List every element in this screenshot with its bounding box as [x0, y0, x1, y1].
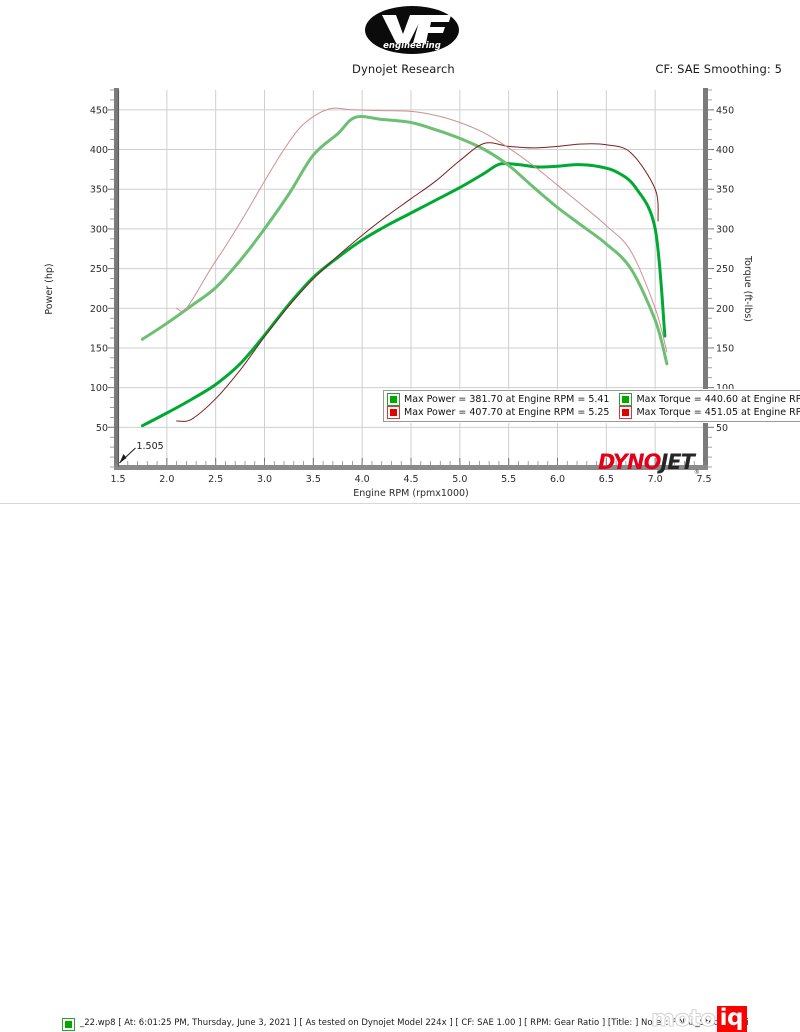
y-axis-title: Power (hp): [44, 263, 55, 314]
y-tick-label: 400: [90, 145, 108, 156]
y2-tick-label: 400: [716, 145, 734, 156]
motoiq-logo: moto iq: [651, 1006, 747, 1032]
chart-area: 1.505 1.5 2.0 2.5 3.0 3.5 4.0 4.5 5.0 5.5 6.0 6.5 7…: [0, 84, 800, 499]
status-bar: _22.wp8 [ At: 6:01:25 PM, Thursday, June…: [0, 503, 800, 1032]
correction-factor-label: CF: SAE Smoothing: 5: [655, 62, 782, 76]
x-tick-label: 3.5: [306, 474, 321, 485]
dynojet-logo-registered: ®: [693, 469, 700, 477]
x-tick-label: 7.0: [648, 474, 663, 485]
right-axis-spine: [703, 88, 708, 469]
max-values-legend[interactable]: Max Power = 381.70 at Engine RPM = 5.41 …: [383, 390, 800, 422]
y2-tick-label: 150: [716, 343, 734, 354]
vf-logo-subtext: engineering: [383, 41, 441, 51]
x-tick-label: 1.5: [110, 474, 125, 485]
legend-max-torque-red: Max Torque = 451.05 at Engine RPM = 3.66: [636, 407, 800, 418]
axis-ticks: [108, 89, 714, 468]
dyno-chart-page: engineering Dynojet Research CF: SAE Smo…: [0, 6, 800, 1032]
series-line-3: [176, 107, 668, 353]
dynojet-logo: DYNOJET®: [598, 450, 700, 483]
y2-tick-label: 200: [716, 304, 734, 315]
legend-max-torque-green: Max Torque = 440.60 at Engine RPM = 3.93: [636, 394, 800, 405]
y2-tick-label: 50: [716, 423, 728, 434]
x-axis-title: Engine RPM (rpmx1000): [353, 488, 469, 499]
motoiq-logo-moto: moto: [651, 1005, 717, 1032]
cursor-arrowhead: [119, 454, 127, 463]
dynojet-logo-jet: JET: [660, 450, 694, 474]
legend-row: Max Power = 381.70 at Engine RPM = 5.41 …: [387, 393, 800, 406]
y-tick-label: 250: [90, 264, 108, 275]
cursor-line[interactable]: 1.505: [117, 90, 164, 467]
left-axis-spine: [114, 88, 119, 469]
legend-swatch-red-power: [387, 406, 400, 419]
y-tick-label: 150: [90, 343, 108, 354]
vf-engineering-logo: engineering: [365, 6, 460, 54]
y-tick-label: 350: [90, 185, 108, 196]
cursor-value-label: 1.505: [136, 441, 163, 452]
x-tick-label: 4.5: [403, 474, 418, 485]
legend-max-power-green: Max Power = 381.70 at Engine RPM = 5.41: [404, 394, 610, 405]
y2-tick-label: 300: [716, 224, 734, 235]
y-tick-label: 100: [90, 383, 108, 394]
x-tick-label: 6.5: [599, 474, 614, 485]
x-tick-label: 5.5: [501, 474, 516, 485]
y2-tick-label: 100: [716, 383, 734, 394]
legend-row: Max Power = 407.70 at Engine RPM = 5.25 …: [387, 406, 800, 419]
y-tick-label: 450: [90, 105, 108, 116]
bottom-axis-spine: [114, 465, 708, 470]
series-line-0: [140, 161, 667, 428]
x-tick-label: 4.0: [355, 474, 370, 485]
legend-swatch-green-torque: [619, 393, 633, 406]
dynojet-research-title: Dynojet Research: [352, 62, 455, 76]
x-tick-label: 2.0: [159, 474, 174, 485]
data-series: [140, 107, 669, 428]
dynojet-logo-dyno: DYNO: [598, 450, 661, 474]
y-tick-label: 300: [90, 224, 108, 235]
motoiq-logo-iq: iq: [719, 1005, 744, 1031]
y2-tick-label: 350: [716, 185, 734, 196]
status-run-info: _22.wp8 [ At: 6:01:25 PM, Thursday, June…: [80, 1018, 749, 1028]
legend-swatch-green-power: [387, 393, 400, 406]
x-tick-label: 3.0: [257, 474, 272, 485]
series-line-1: [140, 114, 669, 366]
x-tick-label: 5.0: [452, 474, 467, 485]
x-tick-label: 2.5: [208, 474, 223, 485]
series-line-2: [176, 142, 659, 422]
dyno-plot[interactable]: 1.505 1.5 2.0 2.5 3.0 3.5 4.0 4.5 5.0 5.5 6.0 6.5 7…: [0, 84, 800, 499]
motoiq-logo-iq-box: iq: [716, 1005, 747, 1032]
x-tick-label: 7.5: [696, 474, 711, 485]
y2-axis-title: Torque (ft-lbs): [742, 255, 753, 322]
y2-tick-label: 250: [716, 264, 734, 275]
legend-swatch-red-torque: [619, 406, 633, 419]
status-run-swatch: [62, 1018, 75, 1031]
y2-tick-label: 450: [716, 105, 734, 116]
legend-max-power-red: Max Power = 407.70 at Engine RPM = 5.25: [404, 407, 610, 418]
y-tick-label: 50: [96, 423, 108, 434]
y-tick-label: 200: [90, 304, 108, 315]
x-tick-label: 6.0: [550, 474, 565, 485]
axis-labels: 1.5 2.0 2.5 3.0 3.5 4.0 4.5 5.0 5.5 6.0 6.5 7.0 7.5 5…: [90, 105, 734, 485]
